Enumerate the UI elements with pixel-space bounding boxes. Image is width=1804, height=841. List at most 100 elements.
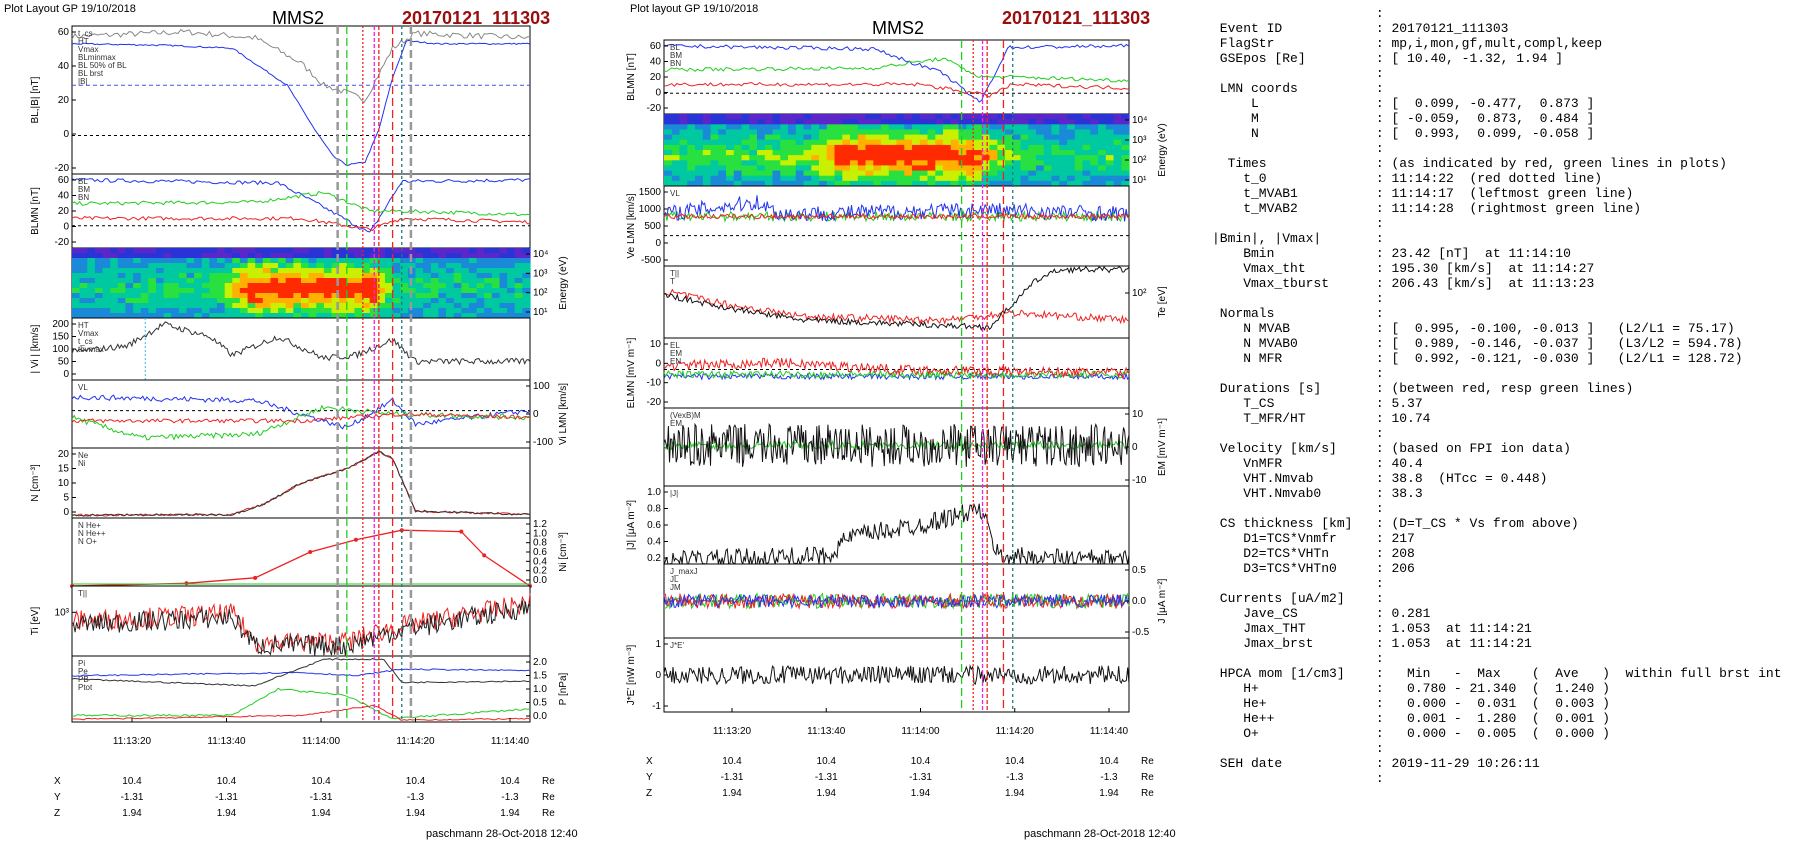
spectrogram-cell (339, 278, 348, 284)
spectrogram-cell (733, 139, 743, 146)
spectrogram-cell (912, 139, 921, 146)
spectrogram-cell (499, 273, 508, 279)
spectrogram-cell (507, 283, 516, 289)
spectrogram-cell (1051, 129, 1060, 136)
spectrogram-cell (1098, 129, 1107, 136)
spectrogram-cell (679, 129, 688, 136)
spectrogram-cell (476, 253, 485, 259)
spectrogram-cell (950, 155, 960, 161)
spectrogram-cell (772, 129, 781, 136)
spectrogram-cell (461, 248, 470, 254)
spectrogram-cell (826, 180, 836, 187)
spectrogram-cell (117, 293, 126, 299)
spectrogram-cell (819, 180, 828, 187)
spectrogram-cell (927, 124, 936, 130)
spectrogram-cell (316, 268, 325, 274)
spectrogram-cell (718, 175, 727, 182)
spectrogram-cell (79, 308, 88, 314)
spectrogram-cell (201, 268, 210, 274)
spectrogram-cell (262, 253, 271, 259)
spectrogram-cell (163, 278, 172, 284)
legend-entry: |B| (78, 77, 88, 86)
spectrogram-cell (780, 160, 789, 166)
spectrogram-cell (1105, 134, 1115, 141)
spectrogram-cell (125, 258, 134, 264)
spectrogram-cell (710, 129, 719, 136)
spectrogram-cell (301, 298, 310, 304)
spectrogram-cell (958, 129, 967, 136)
y-tick-label: 0.6 (647, 520, 661, 531)
spectrogram-cell (888, 170, 898, 177)
spectrogram-cell (881, 150, 890, 156)
spectrogram-cell (201, 288, 210, 294)
spectrogram-cell (896, 124, 905, 130)
spectrogram-cell (217, 293, 226, 299)
spectrogram-cell (958, 119, 967, 125)
spectrogram-cell (79, 293, 88, 299)
spectrogram-cell (102, 308, 111, 314)
y-tick-label: -1 (652, 701, 661, 712)
spectrogram-cell (741, 155, 750, 161)
y-tick-label: 100 (533, 381, 550, 392)
spectrogram-cell (1051, 170, 1060, 177)
spectrogram-cell (323, 278, 333, 284)
spectrogram-cell (476, 288, 485, 294)
spectrogram-cell (522, 288, 531, 294)
info-colon: : (1375, 726, 1392, 741)
spectrogram-cell (842, 139, 851, 146)
spectrogram-cell (133, 283, 142, 289)
spectrogram-cell (87, 248, 96, 254)
spectrogram-cell (308, 248, 317, 254)
spectrogram-cell (1090, 139, 1099, 146)
spectrogram-cell (385, 303, 394, 309)
spectrogram-cell (87, 278, 96, 284)
spectrogram-cell (201, 253, 210, 259)
spectrogram-cell (171, 313, 180, 319)
spectrogram-cell (1059, 155, 1068, 161)
spectrogram-cell (270, 258, 279, 264)
spectrogram-cell (865, 129, 874, 136)
x-tick-label: 11:14:00 (302, 736, 341, 747)
spectrogram-cell (446, 308, 455, 314)
spectrogram-cell (695, 139, 704, 146)
spectrogram-cell (125, 268, 134, 274)
spectrogram-cell (935, 175, 944, 182)
spectrogram-cell (446, 293, 455, 299)
spectrogram-cell (140, 253, 149, 259)
spectrogram-cell (927, 165, 936, 172)
x-tick-label: 11:13:20 (713, 726, 752, 737)
info-key (1212, 426, 1376, 441)
info-value: 20170121_111303 (1391, 21, 1509, 36)
spectrogram-cell (125, 303, 134, 309)
spectrogram-cell (507, 298, 516, 304)
spectrogram-cell (491, 303, 500, 309)
spectrogram-cell (1074, 129, 1084, 136)
spectrogram-cell (1090, 119, 1099, 125)
spectrogram-cell (919, 180, 929, 187)
spectrogram-cell (842, 165, 851, 172)
y-axis-label: Te [eV] (1157, 286, 1168, 317)
spectrogram-cell (1067, 180, 1076, 187)
y-axis-label: Ti [eV] (30, 607, 41, 636)
spectrogram-cell (1082, 139, 1091, 146)
spectrogram-cell (72, 263, 81, 269)
spectrogram-cell (950, 160, 960, 166)
info-row: : (1212, 6, 1802, 21)
spectrogram-cell (1074, 119, 1084, 125)
spectrogram-cell (749, 134, 758, 141)
spectrogram-cell (270, 278, 279, 284)
spectrogram-cell (888, 180, 898, 187)
spectrogram-cell (1012, 129, 1022, 136)
spectrogram-cell (346, 268, 355, 274)
spectrogram-cell (749, 150, 758, 156)
spectrogram-cell (904, 150, 913, 156)
spectrogram-cell (323, 258, 333, 264)
spectrogram-cell (362, 303, 371, 309)
spectrogram-cell (764, 129, 774, 136)
spectrogram-cell (881, 155, 890, 161)
spectrogram-cell (87, 293, 96, 299)
spectrogram-cell (927, 170, 936, 177)
spectrogram-cell (803, 160, 812, 166)
